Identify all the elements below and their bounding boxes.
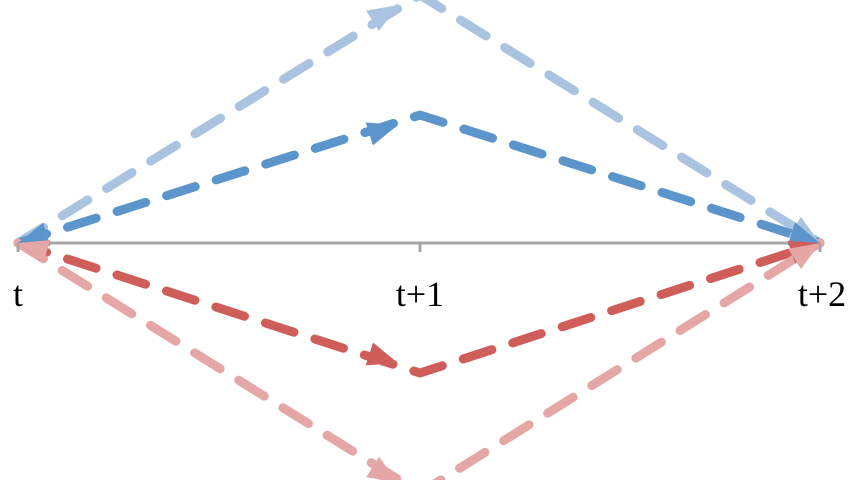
- tick-labels: t t+1 t+2: [13, 274, 846, 314]
- tick-label-t-plus-1: t+1: [396, 274, 444, 314]
- arrow-end-lower-outer-icon: [788, 243, 820, 270]
- tick-label-t-plus-2: t+2: [798, 274, 846, 314]
- arrow-mid-lower-outer-icon: [366, 456, 396, 480]
- ticks-layer: [16, 243, 822, 252]
- arrow-start-upper-inner-icon: [18, 222, 51, 246]
- arrow-start-lower-outer-icon: [18, 240, 51, 264]
- path-upper-outer: [13, 0, 825, 248]
- arrow-mid-lower-inner-icon: [365, 342, 398, 366]
- arrow-mid-upper-outer-icon: [366, 5, 398, 32]
- path-lower-outer: [13, 238, 825, 480]
- path-upper-inner: [13, 110, 825, 248]
- path-lower-inner: [13, 238, 825, 378]
- arrow-mid-upper-inner-icon: [365, 122, 398, 146]
- tick-label-t: t: [13, 274, 23, 314]
- paths-layer: [13, 0, 825, 480]
- arrow-end-upper-inner-icon: [787, 222, 820, 246]
- arrows-layer: [18, 5, 820, 480]
